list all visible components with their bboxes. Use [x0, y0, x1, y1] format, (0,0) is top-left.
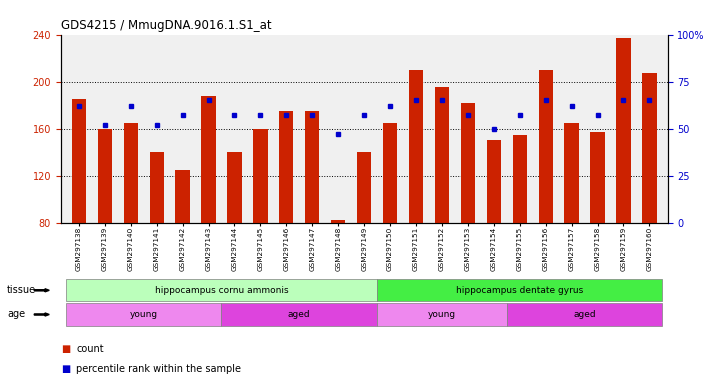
- Text: percentile rank within the sample: percentile rank within the sample: [76, 364, 241, 374]
- Text: count: count: [76, 344, 104, 354]
- Bar: [487, 141, 501, 223]
- Bar: [331, 220, 346, 223]
- Text: tissue: tissue: [7, 285, 36, 295]
- Text: GDS4215 / MmugDNA.9016.1.S1_at: GDS4215 / MmugDNA.9016.1.S1_at: [61, 19, 271, 32]
- Bar: [538, 70, 553, 223]
- Text: ■: ■: [61, 364, 70, 374]
- Bar: [176, 170, 190, 223]
- Bar: [513, 134, 527, 223]
- Bar: [383, 123, 397, 223]
- Bar: [227, 152, 241, 223]
- Bar: [357, 152, 371, 223]
- Text: hippocampus dentate gyrus: hippocampus dentate gyrus: [456, 286, 583, 295]
- Bar: [461, 103, 475, 223]
- Text: ■: ■: [61, 344, 70, 354]
- Bar: [616, 38, 630, 223]
- Bar: [279, 111, 293, 223]
- Bar: [201, 96, 216, 223]
- Bar: [253, 129, 268, 223]
- Bar: [435, 88, 449, 223]
- Bar: [409, 70, 423, 223]
- Text: age: age: [7, 310, 25, 319]
- Bar: [643, 73, 657, 223]
- Bar: [124, 123, 138, 223]
- Bar: [565, 123, 579, 223]
- Bar: [71, 99, 86, 223]
- Text: young: young: [428, 310, 456, 319]
- Bar: [590, 132, 605, 223]
- Bar: [149, 152, 164, 223]
- Text: hippocampus cornu ammonis: hippocampus cornu ammonis: [155, 286, 288, 295]
- Text: young: young: [130, 310, 158, 319]
- Bar: [305, 111, 319, 223]
- Text: aged: aged: [288, 310, 311, 319]
- Bar: [98, 129, 112, 223]
- Text: aged: aged: [573, 310, 596, 319]
